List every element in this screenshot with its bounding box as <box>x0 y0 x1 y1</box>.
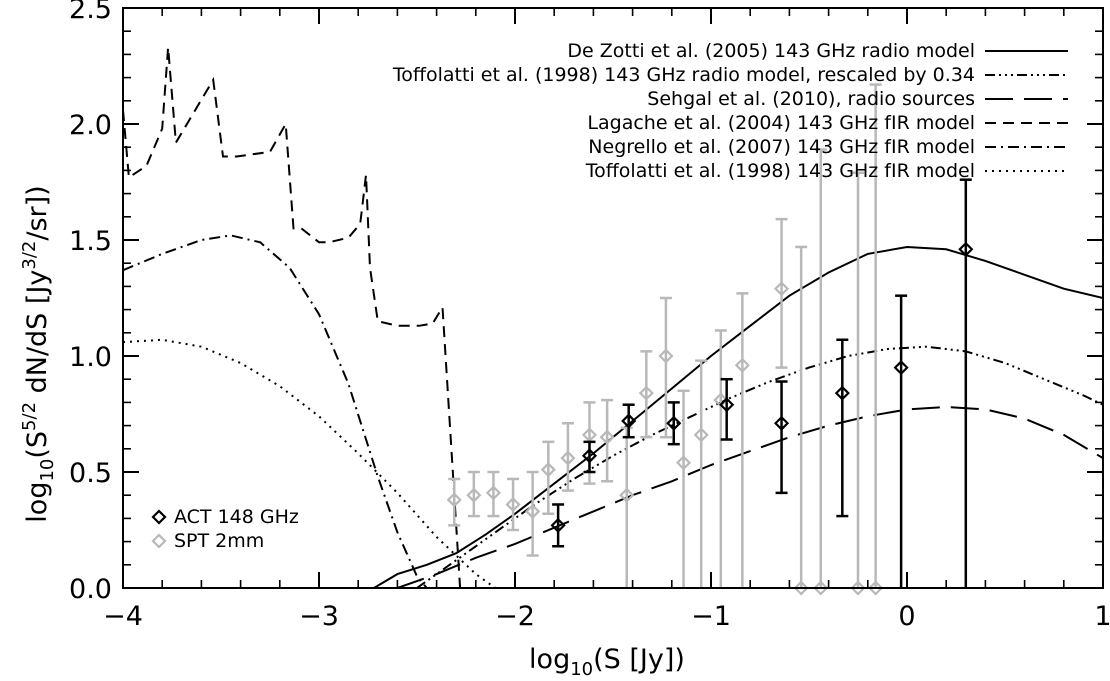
dataset-1 <box>550 178 974 588</box>
legend-label-4: Lagache et al. (2004) 143 GHz fIR model <box>587 112 975 134</box>
data-point <box>466 487 482 503</box>
y-axis-title: log10(S5/2 dN/dS [Jy3/2/sr]) <box>19 185 58 522</box>
legend: De Zotti et al. (2005) 143 GHz radio mod… <box>392 40 1068 182</box>
x-tick-label: −3 <box>299 601 339 632</box>
dataset-2 <box>446 83 884 596</box>
y-tick-label: 0.0 <box>69 574 112 605</box>
model-curves <box>123 47 1103 588</box>
plot-frame <box>122 7 1104 589</box>
data-point <box>693 427 709 443</box>
tick-labels: −4 −3 −2 −1 0 1 0.0 0.5 1.0 1.5 2.0 2.5 <box>69 0 1110 632</box>
data-point <box>550 517 566 533</box>
data-point <box>834 385 850 401</box>
data-point <box>793 580 809 596</box>
data-point <box>850 580 866 596</box>
x-tick-label: 0 <box>898 601 915 632</box>
x-tick-label: −1 <box>691 601 731 632</box>
data-point <box>560 450 576 466</box>
x-tick-label: −4 <box>103 601 143 632</box>
data-legend-label-1: ACT 148 GHz <box>174 506 299 528</box>
data-point <box>485 485 501 501</box>
model-curve-5 <box>123 234 428 588</box>
data-point <box>868 580 884 596</box>
model-curve-3 <box>397 405 1103 588</box>
data-point <box>719 397 735 413</box>
x-tick-label: −2 <box>495 601 535 632</box>
data-point <box>505 496 521 513</box>
y-tick-label: 2.5 <box>69 0 112 25</box>
data-point <box>813 580 829 596</box>
data-point <box>599 429 615 445</box>
data-point <box>525 503 541 519</box>
y-tick-label: 1.0 <box>69 342 112 373</box>
data-legend-marker-1 <box>151 509 167 525</box>
data-legend-marker-2 <box>151 533 167 549</box>
legend-label-2: Toffolatti et al. (1998) 143 GHz radio m… <box>392 64 975 86</box>
data-point <box>774 281 790 297</box>
model-curve-2 <box>416 345 1103 588</box>
y-tick-label: 1.5 <box>69 226 112 257</box>
model-curve-1 <box>373 245 1103 588</box>
x-axis-title: log10(S [Jy]) <box>529 644 685 680</box>
data-point <box>638 385 654 401</box>
data-legend-label-2: SPT 2mm <box>174 530 264 552</box>
legend-label-3: Sehgal et al. (2010), radio sources <box>647 88 975 110</box>
legend-label-5: Negrello et al. (2007) 143 GHz fIR model <box>588 136 975 158</box>
data-point <box>676 455 692 471</box>
legend-label-6: Toffolatti et al. (1998) 143 GHz fIR mod… <box>585 160 975 182</box>
data-point <box>446 492 462 508</box>
data-point <box>540 462 556 478</box>
data-point <box>734 357 750 373</box>
data-point <box>666 415 682 431</box>
y-tick-label: 2.0 <box>69 110 112 141</box>
x-tick-label: 1 <box>1094 601 1110 632</box>
data-point <box>958 241 974 257</box>
data-point <box>658 348 674 364</box>
measurements <box>446 83 974 596</box>
data-point <box>581 448 598 464</box>
data-point <box>621 413 637 429</box>
data-point <box>774 415 790 431</box>
data-point <box>619 487 635 503</box>
axes <box>122 7 1104 589</box>
y-tick-label: 0.5 <box>69 458 112 489</box>
data-point <box>893 360 909 376</box>
legend-label-1: De Zotti et al. (2005) 143 GHz radio mod… <box>567 40 975 62</box>
